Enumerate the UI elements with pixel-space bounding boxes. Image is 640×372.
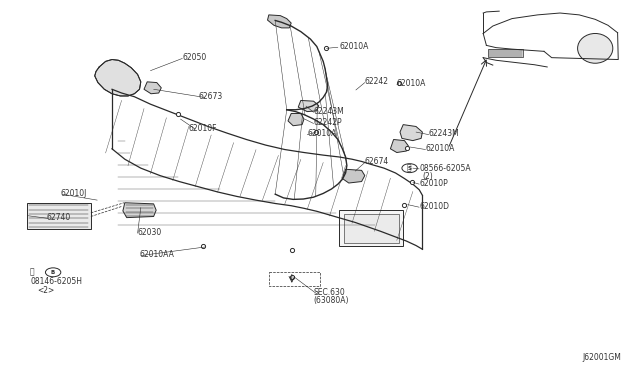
Text: 08566-6205A: 08566-6205A [419,164,471,173]
Ellipse shape [578,33,613,63]
Circle shape [402,164,417,173]
Text: (63080A): (63080A) [314,296,349,305]
Text: 62242: 62242 [365,77,388,86]
Text: B: B [51,270,55,275]
Text: Ⓢ: Ⓢ [406,164,411,173]
Polygon shape [390,140,408,153]
Text: 62010F: 62010F [189,124,218,133]
Text: 62242P: 62242P [314,118,342,127]
Polygon shape [95,60,141,96]
Text: 62050: 62050 [182,53,207,62]
Text: 62740: 62740 [47,213,71,222]
Text: 62010D: 62010D [419,202,449,211]
Text: 62010AA: 62010AA [140,250,174,259]
FancyBboxPatch shape [344,214,399,243]
Text: J62001GM: J62001GM [582,353,621,362]
Text: 62243M: 62243M [429,129,460,138]
Polygon shape [288,113,304,126]
Text: 62010A: 62010A [307,129,337,138]
Text: S: S [408,166,412,171]
FancyBboxPatch shape [339,210,403,246]
Text: 62010J: 62010J [61,189,87,198]
Polygon shape [268,15,291,28]
Text: (2): (2) [422,172,433,181]
FancyBboxPatch shape [488,49,523,57]
Text: Ⓑ: Ⓑ [30,268,35,277]
Text: 62030: 62030 [138,228,162,237]
Polygon shape [400,125,422,141]
Circle shape [45,268,61,277]
Text: 62010A: 62010A [426,144,455,153]
Text: 62010A: 62010A [397,79,426,88]
FancyBboxPatch shape [27,203,91,229]
Text: SEC.630: SEC.630 [314,288,346,297]
Polygon shape [298,100,319,112]
Text: <2>: <2> [37,286,54,295]
Text: 08146-6205H: 08146-6205H [30,277,82,286]
Text: 62243M: 62243M [314,107,344,116]
Polygon shape [123,203,156,218]
Text: 62010P: 62010P [419,179,448,188]
Polygon shape [144,82,161,94]
Text: 62010A: 62010A [339,42,369,51]
Text: 62674: 62674 [365,157,389,166]
Polygon shape [342,169,365,183]
Text: 62673: 62673 [198,92,223,101]
